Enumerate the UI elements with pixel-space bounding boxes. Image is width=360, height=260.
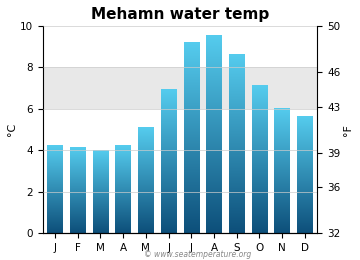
Y-axis label: °F: °F [343, 124, 353, 135]
Text: © www.seatemperature.org: © www.seatemperature.org [144, 250, 252, 259]
Title: Mehamn water temp: Mehamn water temp [91, 7, 269, 22]
Y-axis label: °C: °C [7, 123, 17, 136]
Bar [42, 67, 317, 109]
